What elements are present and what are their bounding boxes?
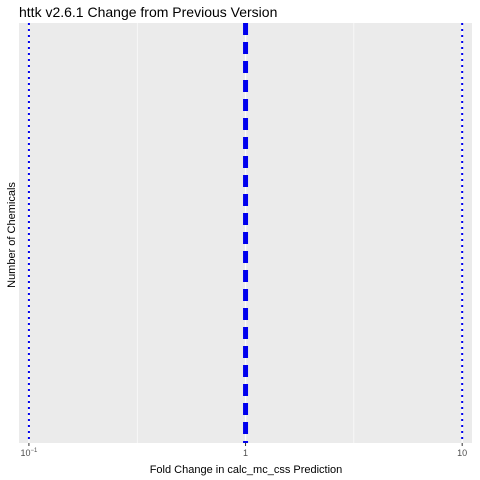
x-tick-label: 1	[243, 448, 248, 458]
x-axis-title: Fold Change in calc_mc_css Prediction	[150, 464, 343, 476]
x-tick-label: 10−1	[20, 448, 38, 458]
y-axis-title: Number of Chemicals	[6, 182, 18, 288]
x-tick-label: 10	[457, 448, 467, 458]
chart-title: httk v2.6.1 Change from Previous Version	[19, 4, 277, 20]
